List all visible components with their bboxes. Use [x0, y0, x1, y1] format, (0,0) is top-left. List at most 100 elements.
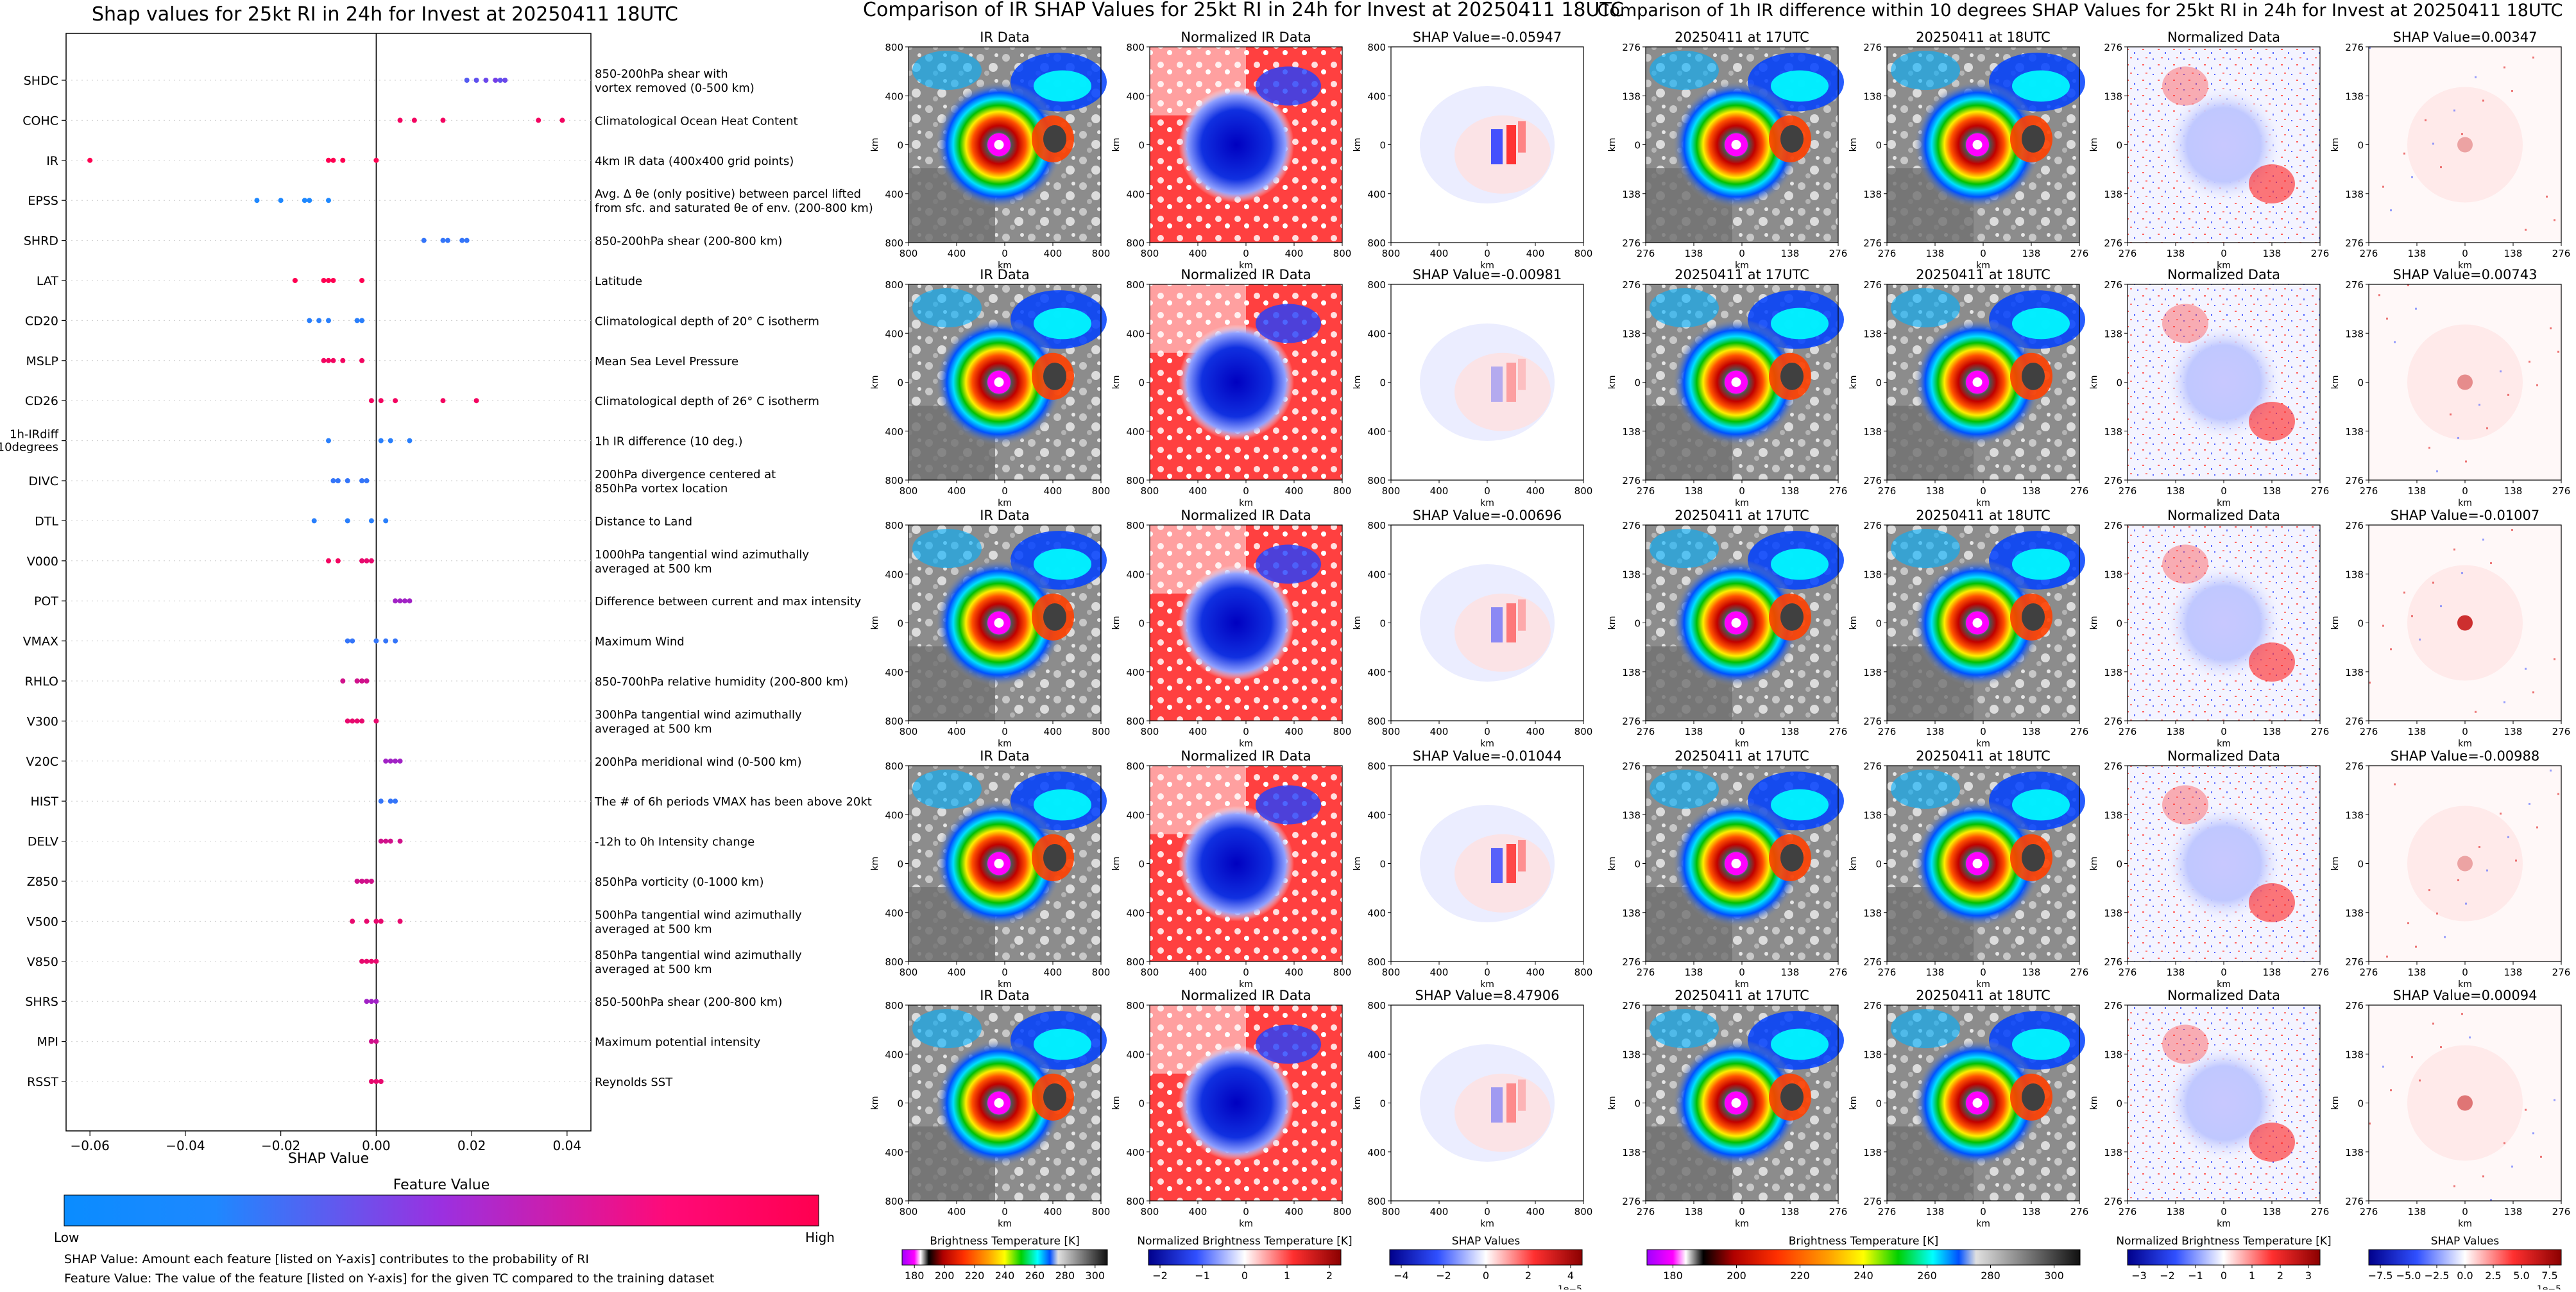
colorbar: Normalized Brightness Temperature [K] −2 −… [1137, 1235, 1352, 1282]
x-tick-label: 400 [948, 1206, 966, 1218]
shap-point [440, 398, 446, 404]
x-tick-label: 400 [1285, 485, 1304, 497]
y-tick-label: 138 [2104, 809, 2122, 821]
x-tick-label: 138 [1685, 248, 1703, 259]
subplot-title: SHAP Value=0.00094 [2393, 988, 2538, 1003]
x-tick-label: 138 [2408, 248, 2427, 259]
y-axis-label: km [1848, 857, 1859, 871]
x-tick-label: 276 [2119, 967, 2137, 978]
subplot-title: Normalized IR Data [1181, 988, 1311, 1003]
subplot-title: SHAP Value=0.00743 [2393, 267, 2538, 282]
x-tick-label: 400 [1285, 726, 1304, 737]
x-axis-label: km [2458, 979, 2472, 990]
feature-row: RSST Reynolds SST [27, 1075, 673, 1089]
x-tick-label: 0 [1484, 248, 1490, 259]
y-axis-label: km [2089, 375, 2099, 390]
y-tick-label: 138 [2345, 569, 2364, 580]
y-tick-label: 276 [2345, 42, 2364, 53]
shap-point [402, 598, 407, 604]
shap-point [359, 278, 365, 283]
y-tick-label: 276 [2345, 475, 2364, 487]
y-tick-label: 400 [885, 569, 903, 580]
shap-point [326, 198, 331, 203]
x-tick-label: 800 [1092, 485, 1111, 497]
x-axis-label: km [2458, 1219, 2472, 1229]
shap-point [359, 678, 365, 684]
x-tick-label: 0 [1243, 967, 1249, 978]
x-tick-label: 400 [1189, 967, 1207, 978]
x-tick-label: 0 [1243, 726, 1249, 737]
colorbar-tick-label: 300 [1086, 1270, 1105, 1282]
y-tick-label: 400 [1367, 189, 1386, 200]
shap-point [364, 478, 370, 483]
shap-point [378, 918, 384, 924]
shap-point [292, 278, 298, 283]
x-tick-label: 138 [1781, 248, 1800, 259]
x-tick-label: 138 [2022, 967, 2041, 978]
y-axis-label: km [2330, 616, 2341, 630]
y-tick-label: 400 [1367, 328, 1386, 340]
subplot-title: SHAP Value=-0.00696 [1413, 508, 1562, 523]
y-tick-label: 400 [885, 908, 903, 919]
y-tick-label: 800 [1367, 1196, 1386, 1207]
x-tick-label: 0 [1484, 967, 1490, 978]
feature-row: 1h-IRdiff 10degrees 1h IR difference (10 d… [0, 428, 743, 454]
x-tick-label: 800 [900, 485, 918, 497]
y-tick-label: 276 [2104, 237, 2122, 249]
y-tick-label: 276 [1863, 475, 1882, 487]
y-tick-label: 400 [885, 1049, 903, 1060]
y-tick-label: 800 [1367, 761, 1386, 772]
shap-point [368, 1079, 374, 1084]
x-tick-label: 138 [2263, 1206, 2282, 1218]
feature-name: COHC [22, 114, 58, 128]
shap-point [364, 958, 370, 964]
x-tick-label: 138 [1685, 967, 1703, 978]
colorbar-tick-label: −1 [1195, 1270, 1210, 1282]
x-tick-label: 138 [2167, 1206, 2185, 1218]
shap-point [364, 879, 370, 884]
y-tick-label: 0 [2357, 859, 2364, 870]
shap-point [354, 718, 360, 724]
x-axis-label: km [1480, 498, 1494, 508]
shap-point [364, 999, 370, 1004]
colorbar-gradient [1389, 1249, 1583, 1266]
x-tick-label: 800 [900, 967, 918, 978]
x-axis-label: km [2458, 739, 2472, 749]
y-tick-label: 0 [1875, 1098, 1882, 1110]
x-tick-label: 276 [2119, 1206, 2137, 1218]
y-tick-label: 276 [1622, 42, 1641, 53]
feature-description: 4km IR data (400x400 grid points) [595, 155, 794, 168]
x-axis-label: km [1480, 979, 1494, 990]
x-axis-label: km [2217, 1219, 2231, 1229]
x-tick-label: 400 [1189, 248, 1207, 259]
feature-description: Climatological depth of 20° C isotherm [595, 314, 819, 328]
shap-point [326, 157, 331, 163]
x-tick-label: 138 [2504, 1206, 2523, 1218]
feature-description: Avg. Δ θe (only positive) between parcel… [595, 187, 873, 215]
y-tick-label: 800 [885, 1196, 903, 1207]
y-tick-label: 276 [1863, 1000, 1882, 1012]
y-tick-label: 800 [1126, 475, 1145, 487]
feature-row: CD26 Climatological depth of 26° C isothe… [25, 394, 819, 408]
feature-description: Reynolds SST [595, 1076, 673, 1089]
x-tick-label: 138 [1685, 485, 1703, 497]
y-axis-label: km [2330, 375, 2341, 390]
shap-point [473, 78, 479, 83]
x-tick-label: 138 [1926, 967, 1945, 978]
y-tick-label: 0 [2116, 377, 2122, 389]
x-tick-label: 138 [1781, 485, 1800, 497]
subplot-title: 20250411 at 18UTC [1916, 748, 2051, 764]
x-tick-label: 0 [1484, 1206, 1490, 1218]
x-tick-label: 276 [2552, 726, 2571, 737]
shap-point [368, 999, 374, 1004]
x-tick-label: 0 [1002, 485, 1008, 497]
shap-point [378, 798, 384, 804]
y-tick-label: 400 [885, 90, 903, 102]
y-tick-label: 0 [1379, 859, 1386, 870]
y-tick-label: 276 [1622, 237, 1641, 249]
